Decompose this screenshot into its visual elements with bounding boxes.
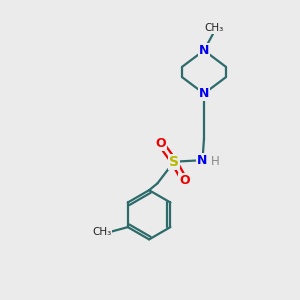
Text: N: N [199, 87, 209, 100]
Text: N: N [197, 154, 208, 167]
Text: H: H [211, 155, 220, 168]
Text: S: S [169, 155, 179, 169]
Text: CH₃: CH₃ [205, 23, 224, 33]
Text: N: N [199, 44, 209, 57]
Text: O: O [179, 174, 190, 187]
Text: CH₃: CH₃ [92, 226, 111, 237]
Text: O: O [155, 136, 166, 150]
